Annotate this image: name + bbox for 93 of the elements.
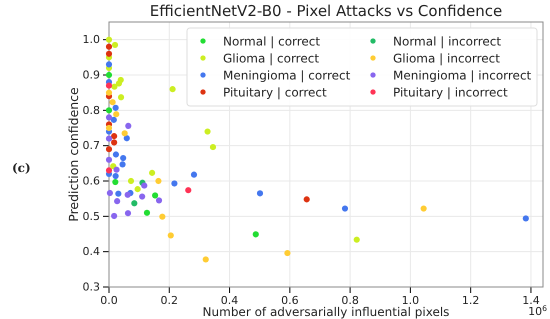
legend-label: Normal | incorrect [393,34,502,48]
x-tick-label: 1.2 [462,294,480,307]
point [185,187,192,194]
point [115,190,122,197]
point [141,182,148,189]
point [304,196,310,202]
point [106,90,112,96]
point [113,111,120,118]
point [120,154,126,162]
y-tick-label: 0.6 [82,174,100,188]
legend-label: Glioma | correct [223,52,320,66]
point [144,210,150,216]
point [134,186,141,192]
point [210,144,216,150]
point [125,122,132,129]
legend-label: Meningioma | correct [223,68,351,82]
point [170,86,176,92]
x-tick-label: 0.4 [220,294,238,307]
point [111,139,118,146]
legend-label: Normal | correct [223,34,320,48]
point [106,167,112,174]
x-tick-label: 0.6 [281,294,299,307]
point [342,205,348,212]
point [106,190,113,196]
point [171,180,178,187]
point [106,72,112,78]
point [112,172,119,180]
point [139,193,146,200]
point [124,192,131,198]
point [152,192,158,199]
x-tick-label: 1.0 [402,294,420,307]
point [106,156,112,163]
point [149,170,156,176]
y-tick-label: 1.0 [82,33,100,46]
point [113,166,120,173]
point [420,205,427,212]
point [112,42,118,48]
point [118,94,124,100]
point [110,116,117,123]
point [256,190,264,196]
point [190,172,198,178]
text: (c) [12,161,31,175]
point [111,84,118,90]
point [114,198,120,204]
y-axis-title: Prediction confidence [66,86,81,222]
point [522,215,529,222]
point [128,178,134,184]
point [168,232,174,238]
y-tick-label: 0.9 [82,68,100,82]
legend-label: Pituitary | incorrect [393,86,508,100]
point [106,44,112,50]
point [284,250,291,256]
point [111,133,118,140]
point [252,231,259,238]
point [131,200,138,206]
x-tick-label: 0.2 [160,294,178,307]
point [156,197,162,204]
legend-label: Glioma | incorrect [393,52,500,66]
point [159,214,166,220]
point [204,128,211,135]
point [106,114,112,120]
y-tick-label: 0.8 [82,104,100,117]
point [106,146,112,152]
point [119,161,126,168]
point [106,50,112,57]
legend-label: Pituitary | correct [223,86,328,100]
point [112,178,118,186]
point [106,36,112,43]
point [111,212,118,220]
y-tick-label: 0.3 [82,280,100,294]
point [112,104,119,111]
legend-label: Meningioma | incorrect [393,68,532,82]
y-tick-label: 0.5 [82,210,100,223]
x-tick-label: 0.0 [100,294,118,307]
chart-title: EfficientNetV2-B0 - Pixel Attacks vs Confidence [150,2,502,20]
point [106,136,112,142]
point [122,130,128,136]
point [354,236,360,243]
point [124,210,132,216]
point [110,99,116,106]
point [112,151,120,158]
point [124,135,130,142]
point [106,61,112,68]
x-axis-title: Number of adversarially influential pixels [202,305,450,319]
point [116,80,122,87]
point [106,107,112,114]
point [155,178,162,184]
y-tick-label: 0.4 [82,245,100,258]
point [106,124,112,132]
y-tick-label: 0.7 [82,139,100,152]
point [202,256,209,263]
x-tick-label: 0.8 [341,294,359,307]
point [106,82,112,89]
